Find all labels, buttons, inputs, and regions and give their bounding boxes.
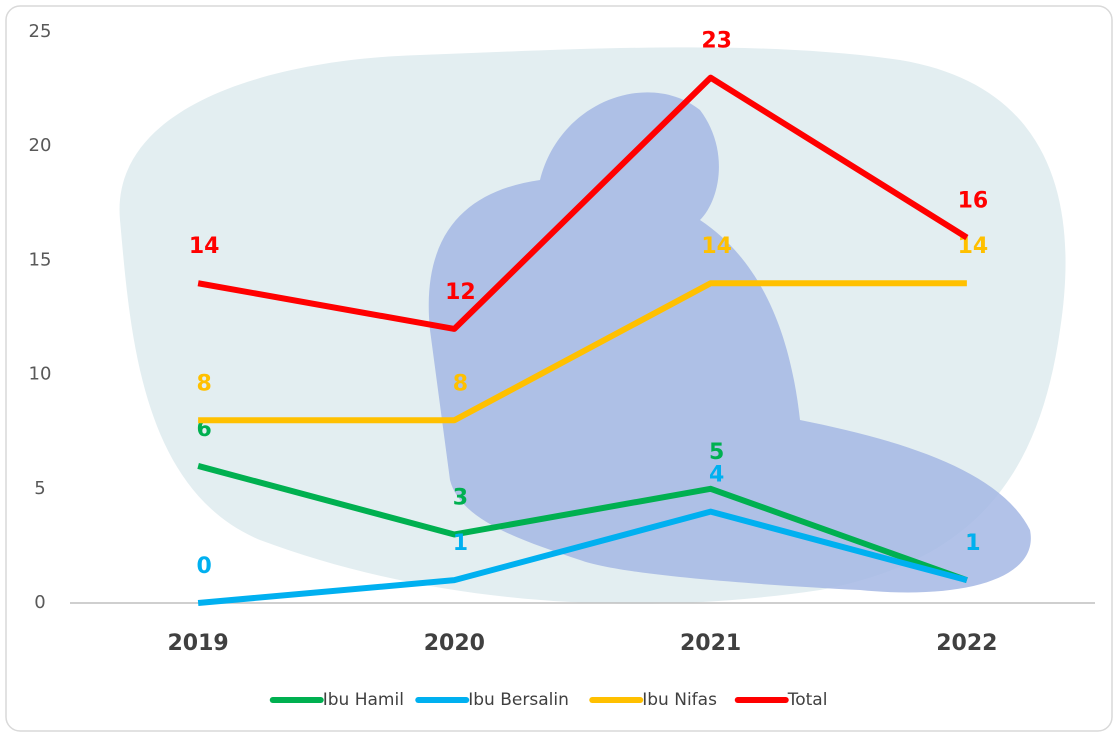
data-label: 12 [445, 280, 476, 305]
legend-label: Ibu Nifas [642, 690, 717, 710]
data-label: 1 [965, 531, 980, 556]
y-tick-label: 25 [29, 21, 52, 42]
data-label: 16 [958, 189, 989, 214]
data-label: 1 [965, 531, 980, 556]
y-tick-label: 0 [34, 592, 45, 613]
data-label: 8 [453, 371, 468, 396]
legend-label: Total [787, 690, 828, 710]
series-line [197, 463, 968, 583]
y-tick-label: 5 [34, 478, 45, 499]
data-label: 14 [189, 234, 220, 259]
data-label: 5 [709, 440, 724, 465]
data-label: 1 [453, 531, 468, 556]
data-label: 3 [453, 485, 468, 510]
data-label: 4 [709, 463, 724, 488]
data-label: 23 [701, 29, 732, 54]
data-label: 0 [196, 554, 211, 579]
data-label: 8 [196, 371, 211, 396]
x-tick-label: 2022 [936, 631, 997, 656]
series-line [197, 74, 969, 332]
x-tick-label: 2021 [680, 631, 741, 656]
x-tick-label: 2020 [424, 631, 485, 656]
legend-label: Ibu Hamil [323, 690, 404, 710]
background-figure [428, 92, 1031, 593]
y-tick-label: 15 [29, 249, 52, 270]
x-tick-label: 2019 [168, 631, 229, 656]
y-tick-label: 10 [29, 364, 52, 385]
data-label: 14 [701, 234, 732, 259]
legend-label: Ibu Bersalin [468, 690, 569, 710]
y-tick-label: 20 [29, 135, 52, 156]
series-line [198, 280, 967, 424]
series-line [197, 508, 968, 606]
